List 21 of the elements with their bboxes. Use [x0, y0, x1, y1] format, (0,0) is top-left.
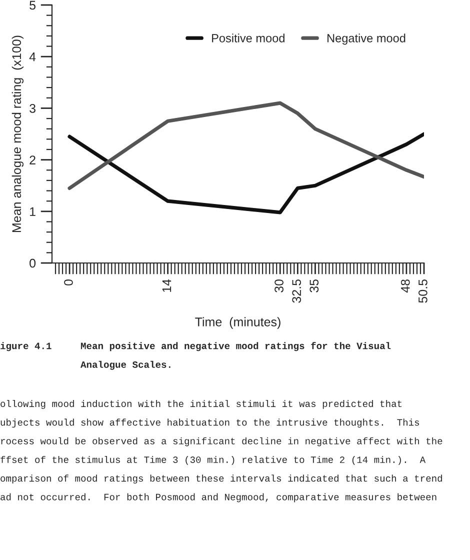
x-tick-label: 50.5 — [418, 279, 428, 303]
legend-label: Negative mood — [328, 34, 406, 45]
y-tick-label: 3 — [30, 104, 36, 113]
x-tick-label: 14 — [162, 279, 172, 292]
y-tick-label: 2 — [30, 156, 36, 164]
legend-label: Positive mood — [212, 34, 284, 42]
y-tick-label: 4 — [29, 52, 36, 62]
y-tick-label: 5 — [30, 0, 36, 10]
x-axis-title: Time (minutes) — [195, 317, 280, 329]
y-axis-title: Mean analogue mood rating (x100) — [12, 36, 24, 232]
line-series — [68, 101, 424, 190]
x-tick-label: 32.5 — [292, 279, 302, 303]
y-tick-label: 1 — [30, 207, 36, 216]
text: igure 4.1 Mean positive and negative mood ratings for the Visual Analogue Scales. — [0, 342, 391, 370]
x-tick-label: 0 — [64, 279, 73, 286]
x-tick-label: 30 — [274, 279, 284, 292]
x-tick-label: 35 — [310, 279, 319, 292]
text: ollowing mood induction with the initial stimuli it was predicted that ubjects would show affective habituation to the intrusive thoughts. This rocess would be observed as a significant decline in negative affect with the ffset of the stimulus at Time 3 (30 min.) relative to Time 2 (14 min.). A omparison of mood ratings between these intervals indicated that such a trend ad not occurred. For both Posmood and Negmood, comparative measures between — [0, 400, 442, 502]
line-series — [68, 132, 424, 214]
x-tick-label: 48 — [400, 280, 410, 293]
y-tick-label: 0 — [30, 258, 36, 268]
